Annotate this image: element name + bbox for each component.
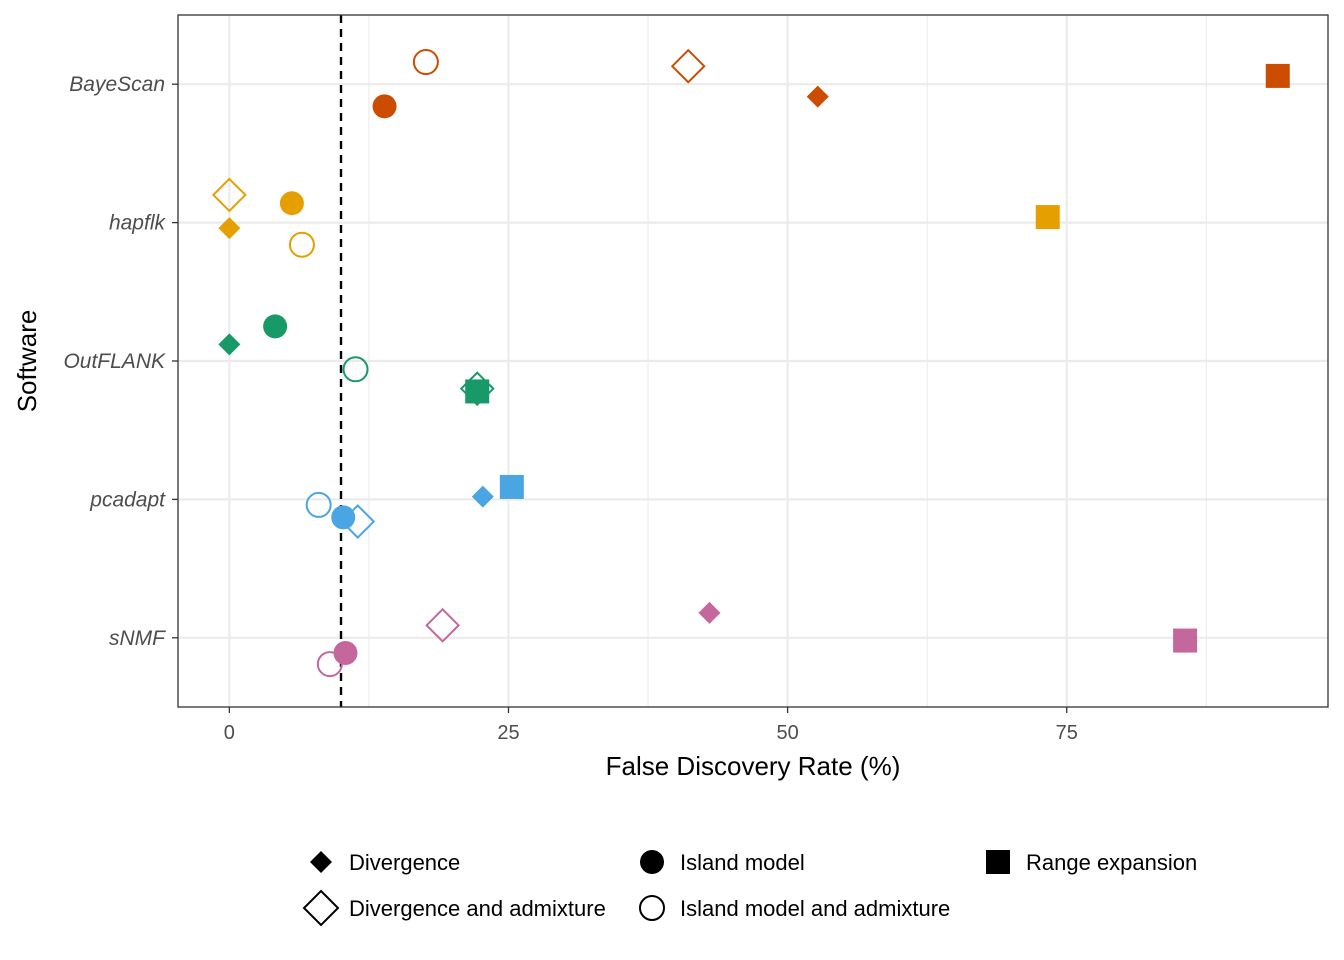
point-hapflk-island-model-and-admixture xyxy=(288,231,315,258)
data-points xyxy=(211,48,1290,678)
point-snmf-divergence-and-admixture xyxy=(425,607,461,643)
legend-key-range-expansion xyxy=(986,850,1010,874)
legend: Divergence Island model Range expansion Div… xyxy=(302,850,1197,927)
x-tick-label: 25 xyxy=(497,722,519,744)
point-pcadapt-island-model xyxy=(331,505,356,530)
point-pcadapt-range-expansion xyxy=(499,474,524,499)
y-tick-label-pcadapt: pcadapt xyxy=(89,488,166,511)
x-tick-label: 0 xyxy=(224,722,235,744)
y-axis-title: Software xyxy=(12,310,42,413)
y-axis: BayeScan hapflk OutFLANK pcadapt sNMF xyxy=(63,73,178,650)
point-outflank-range-expansion xyxy=(465,379,490,404)
y-tick-label-outflank: OutFLANK xyxy=(63,350,166,373)
point-bayescan-divergence xyxy=(806,85,829,108)
legend-label-divergence: Divergence xyxy=(349,850,460,875)
point-bayescan-range-expansion xyxy=(1265,63,1290,88)
point-snmf-island-model-and-admixture xyxy=(316,651,343,678)
grid xyxy=(178,15,1328,707)
point-pcadapt-island-model-and-admixture xyxy=(305,491,332,518)
y-tick-label-snmf: sNMF xyxy=(109,627,166,650)
point-snmf-divergence xyxy=(698,601,721,624)
point-hapflk-divergence xyxy=(218,217,241,240)
legend-label-range-expansion: Range expansion xyxy=(1026,850,1197,875)
point-outflank-island-model-and-admixture xyxy=(342,356,369,383)
point-bayescan-island-model-and-admixture xyxy=(412,49,439,76)
point-pcadapt-divergence-and-admixture xyxy=(340,504,376,539)
legend-key-island-model-and-admixture xyxy=(639,895,665,921)
x-axis: 0 25 50 75 xyxy=(224,707,1078,744)
point-snmf-island-model xyxy=(333,641,358,666)
legend-key-divergence-and-admixture xyxy=(302,889,340,927)
x-tick-label: 75 xyxy=(1056,722,1078,744)
point-pcadapt-divergence xyxy=(471,485,494,508)
y-tick-label-hapflk: hapflk xyxy=(109,212,167,235)
legend-label-island-model: Island model xyxy=(680,850,805,875)
point-hapflk-divergence-and-admixture xyxy=(211,177,247,213)
point-hapflk-island-model xyxy=(279,191,304,216)
legend-label-island-model-and-admixture: Island model and admixture xyxy=(680,896,950,921)
point-outflank-island-model xyxy=(263,314,288,339)
legend-label-divergence-and-admixture: Divergence and admixture xyxy=(349,896,606,921)
point-bayescan-divergence-and-admixture xyxy=(670,48,706,84)
x-tick-label: 50 xyxy=(776,722,798,744)
point-outflank-divergence xyxy=(218,333,241,356)
y-tick-label-bayescan: BayeScan xyxy=(69,73,165,96)
point-bayescan-island-model xyxy=(372,94,397,119)
x-axis-title: False Discovery Rate (%) xyxy=(606,751,901,781)
legend-key-island-model xyxy=(640,850,664,874)
point-outflank-divergence-and-admixture xyxy=(459,371,495,407)
legend-key-divergence xyxy=(310,851,332,873)
point-hapflk-range-expansion xyxy=(1035,205,1060,230)
point-snmf-range-expansion xyxy=(1173,628,1198,653)
